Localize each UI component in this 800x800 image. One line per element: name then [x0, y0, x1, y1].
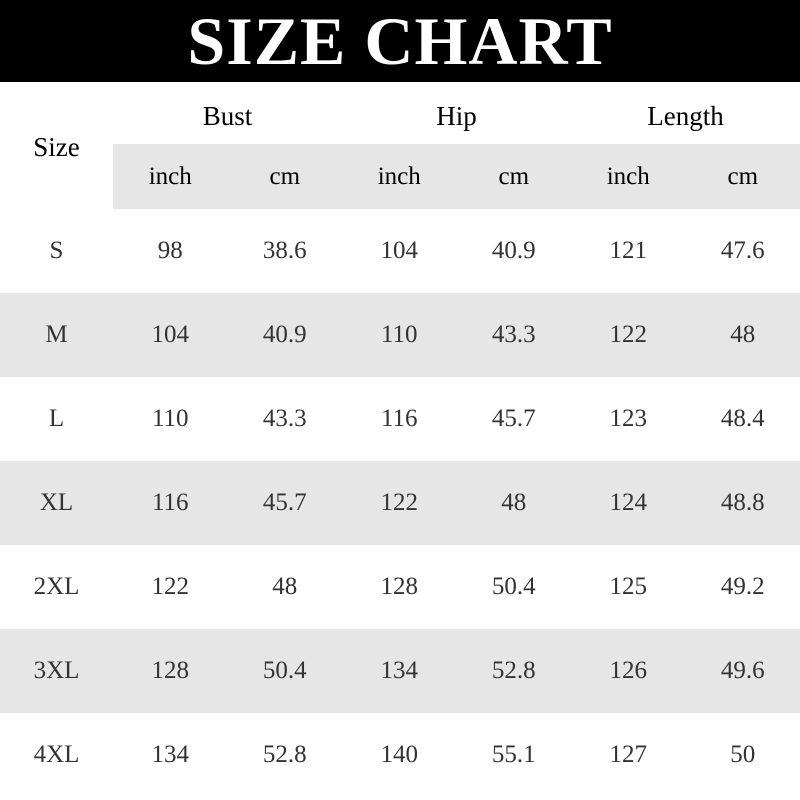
table-cell: 40.9	[491, 237, 536, 264]
table-row: 3XL 128 50.4 134 52.8 126 49.6	[0, 629, 800, 713]
table-row: L 110 43.3 116 45.7 123 48.4	[0, 377, 800, 461]
group-header-bust: Bust	[202, 100, 253, 131]
table-cell: 104	[151, 321, 190, 348]
size-label: 2XL	[33, 573, 80, 600]
table-cell: 126	[609, 657, 648, 684]
size-label: 3XL	[33, 657, 80, 684]
table-cell: 49.2	[720, 573, 765, 600]
table-cell: 50.4	[491, 573, 536, 600]
title-banner: SIZE CHART	[0, 0, 800, 82]
table-cell: 43.3	[262, 405, 307, 432]
table-cell: 125	[609, 573, 648, 600]
table-cell: 122	[380, 489, 419, 516]
table-cell: 48	[501, 489, 527, 516]
page-title: SIZE CHART	[187, 2, 613, 79]
table-cell: 48.8	[720, 489, 765, 516]
table-cell: 122	[609, 321, 648, 348]
size-label: 4XL	[33, 741, 80, 768]
unit-header: cm	[727, 162, 759, 190]
table-cell: 45.7	[262, 489, 307, 516]
table-cell: 48	[730, 321, 756, 348]
table-cell: 98	[157, 237, 183, 264]
table-cell: 134	[151, 741, 190, 768]
group-header-length: Length	[647, 100, 724, 131]
unit-header: inch	[377, 162, 421, 190]
table-row: 4XL 134 52.8 140 55.1 127 50	[0, 713, 800, 797]
size-label: M	[45, 321, 68, 348]
table-cell: 43.3	[491, 321, 536, 348]
table-row: 2XL 122 48 128 50.4 125 49.2	[0, 545, 800, 629]
size-label: S	[49, 237, 64, 264]
table-row: S 98 38.6 104 40.9 121 47.6	[0, 209, 800, 293]
table-cell: 134	[380, 657, 419, 684]
table-cell: 123	[609, 405, 648, 432]
size-label: XL	[39, 489, 74, 516]
table-cell: 116	[380, 405, 418, 432]
table-cell: 128	[380, 573, 419, 600]
table-cell: 52.8	[491, 657, 536, 684]
table-row: XL 116 45.7 122 48 124 48.8	[0, 461, 800, 545]
unit-header-band	[113, 144, 800, 209]
table-cell: 140	[380, 741, 419, 768]
unit-header: inch	[606, 162, 650, 190]
table-row: M 104 40.9 110 43.3 122 48	[0, 293, 800, 377]
size-label: L	[48, 405, 65, 432]
unit-header: cm	[498, 162, 530, 190]
table-cell: 128	[151, 657, 190, 684]
table-cell: 40.9	[262, 321, 307, 348]
table-cell: 116	[151, 489, 189, 516]
size-column-header: Size	[33, 132, 80, 162]
group-header-hip: Hip	[436, 100, 477, 131]
table-cell: 47.6	[720, 237, 765, 264]
table-cell: 110	[151, 405, 189, 432]
table-cell: 50.4	[262, 657, 307, 684]
table-cell: 48	[272, 573, 298, 600]
table-cell: 49.6	[720, 657, 765, 684]
unit-header: cm	[269, 162, 301, 190]
table-cell: 38.6	[262, 237, 307, 264]
table-cell: 110	[380, 321, 418, 348]
table-cell: 48.4	[720, 405, 765, 432]
table-cell: 55.1	[491, 741, 536, 768]
table-cell: 50	[730, 741, 756, 768]
unit-header: inch	[148, 162, 192, 190]
table-cell: 124	[609, 489, 648, 516]
table-cell: 45.7	[491, 405, 536, 432]
table-cell: 121	[609, 237, 648, 264]
table-cell: 122	[151, 573, 190, 600]
table-cell: 127	[609, 741, 648, 768]
table-cell: 104	[380, 237, 419, 264]
table-cell: 52.8	[262, 741, 307, 768]
